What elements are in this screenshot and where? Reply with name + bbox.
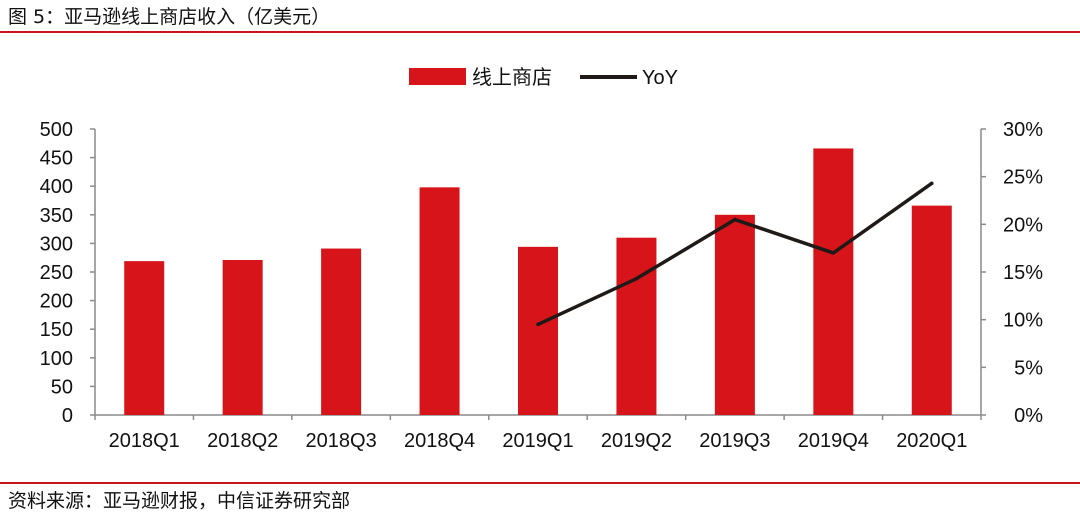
x-tick-label: 2019Q2 [601,430,672,452]
bar-2018Q1 [124,261,165,415]
y-tick-label-right: 5% [1014,357,1043,379]
x-tick-label: 2018Q4 [404,430,475,452]
x-tick-label: 2019Q3 [699,430,770,452]
bar-2018Q3 [321,248,362,415]
y-tick-label-left: 250 [40,262,73,284]
x-tick-label: 2018Q1 [109,430,180,452]
y-tick-label-left: 300 [40,233,73,255]
x-tick-label: 2018Q3 [306,430,377,452]
x-tick-labels: 2018Q1 2018Q2 2018Q3 2018Q4 2019Q1 2019Q2 2019… [109,430,968,452]
y-tick-label-left: 0 [62,405,73,427]
bar-2018Q2 [222,259,263,415]
y-tick-label-right: 10% [1003,310,1043,332]
y-tick-label-left: 500 [40,119,73,141]
x-tick-label: 2018Q2 [207,430,278,452]
y-tick-label-left: 100 [40,348,73,370]
legend: 线上商店 YoY [409,66,678,89]
y-tick-label-left: 400 [40,176,73,198]
yoy-point-2019Q3 [733,217,737,222]
x-tick-label: 2020Q1 [896,430,967,452]
yoy-point-2020Q1 [929,181,934,186]
x-tick-label: 2019Q1 [502,430,573,452]
yoy-point-2019Q1 [536,322,540,327]
bar-2019Q4 [813,148,854,415]
y-tick-label-left: 350 [40,205,73,227]
y-tick-label-right: 20% [1003,214,1043,236]
source-rule [0,482,1080,484]
legend-label-bar: 线上商店 [472,66,552,89]
bar-2020Q1 [911,205,952,415]
bar-2019Q3 [714,214,755,415]
figure-title: 图 5：亚马逊线上商店收入（亿美元） [8,6,331,28]
y-tick-label-left: 150 [40,319,73,341]
bar-series [124,148,952,415]
yoy-point-2019Q2 [634,276,639,281]
y-tick-label-right: 15% [1003,262,1043,284]
yoy-point-2019Q4 [831,251,836,255]
bar-2018Q4 [419,187,460,415]
title-rule [0,31,1080,33]
y-tick-label-right: 0% [1014,405,1043,427]
y-tick-label-right: 30% [1003,119,1043,141]
x-tick-label: 2019Q4 [798,430,869,452]
y-tick-label-left: 50 [51,376,73,398]
legend-swatch-bar [409,68,466,85]
bar-2019Q2 [616,237,657,415]
yoy-series [536,181,934,327]
y-tick-label-right: 25% [1003,167,1043,189]
bar-2019Q1 [518,246,558,415]
y-tick-label-left: 200 [40,291,73,313]
y-tick-label-left: 450 [40,148,73,170]
legend-label-line: YoY [642,67,678,89]
source-note: 资料来源：亚马逊财报，中信证券研究部 [8,490,351,512]
